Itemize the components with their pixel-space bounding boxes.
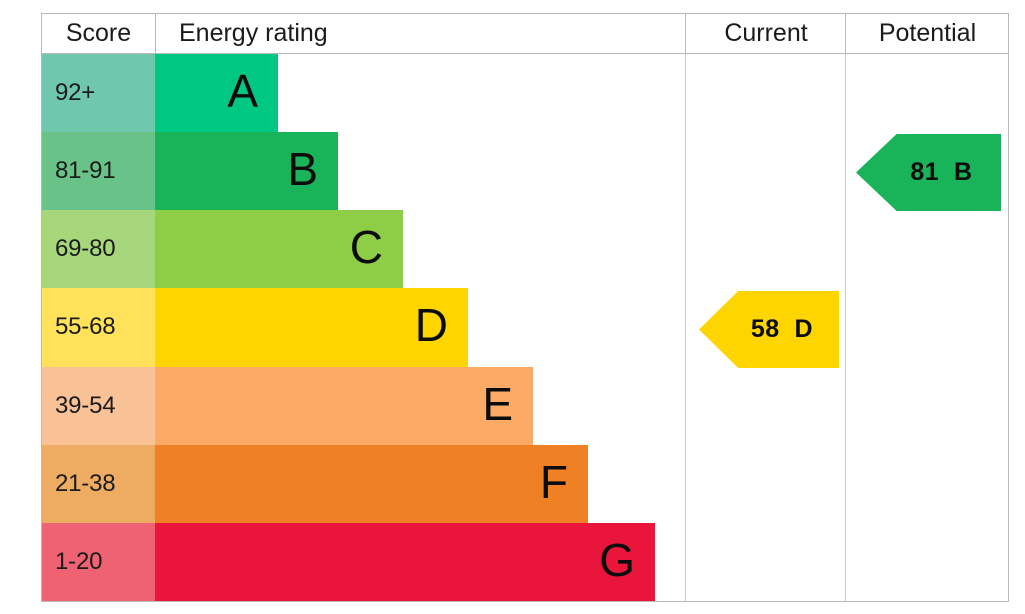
potential-rating-label: 81 B	[910, 158, 973, 186]
rating-row: 69-80 C	[42, 210, 1008, 289]
header-divider-current	[685, 14, 686, 53]
rating-bar-e: E	[155, 366, 533, 445]
column-header-score: Score	[65, 19, 132, 47]
score-band-f: 21-38	[42, 444, 155, 523]
rating-row: 1-20 G	[42, 522, 1008, 601]
score-band-d: 55-68	[42, 288, 155, 367]
rating-row: 92+ A	[42, 54, 1008, 133]
rating-bar-g: G	[155, 522, 655, 601]
rating-row: 21-38 F	[42, 444, 1008, 523]
score-band-b: 81-91	[42, 132, 155, 211]
score-band-g: 1-20	[42, 522, 155, 601]
rating-bar-b: B	[155, 132, 338, 211]
column-header-current: Current	[724, 19, 808, 47]
header-divider-potential	[845, 14, 846, 53]
rating-letter-b: B	[287, 143, 318, 196]
rating-row: 55-68 D	[42, 288, 1008, 367]
rating-letter-c: C	[349, 221, 383, 274]
rating-bar-d: D	[155, 288, 468, 367]
rating-bar-a: A	[155, 54, 278, 133]
column-divider-potential	[845, 54, 846, 601]
rating-letter-d: D	[414, 299, 448, 352]
rating-row: 39-54 E	[42, 366, 1008, 445]
rating-bar-c: C	[155, 210, 403, 289]
table-body: 92+ A 81-91 B 69-80 C 55-68 D 39-54 E 21-38 F 1-20 G …	[42, 54, 1008, 601]
rating-bar-f: F	[155, 444, 588, 523]
current-rating-label: 58 D	[750, 315, 814, 343]
rating-letter-g: G	[599, 533, 635, 586]
table-header-row: Score Energy rating Current Potential	[42, 14, 1008, 54]
rating-letter-a: A	[227, 65, 258, 118]
score-band-a: 92+	[42, 54, 155, 133]
score-band-e: 39-54	[42, 366, 155, 445]
epc-table: Score Energy rating Current Potential 92…	[41, 13, 1009, 602]
rating-row: 81-91 B	[42, 132, 1008, 211]
column-header-potential: Potential	[878, 19, 977, 47]
rating-letter-f: F	[539, 455, 568, 508]
score-band-c: 69-80	[42, 210, 155, 289]
rating-letter-e: E	[482, 377, 513, 430]
column-header-rating: Energy rating	[179, 19, 328, 47]
header-divider-score	[155, 14, 156, 53]
column-divider-current	[685, 54, 686, 601]
